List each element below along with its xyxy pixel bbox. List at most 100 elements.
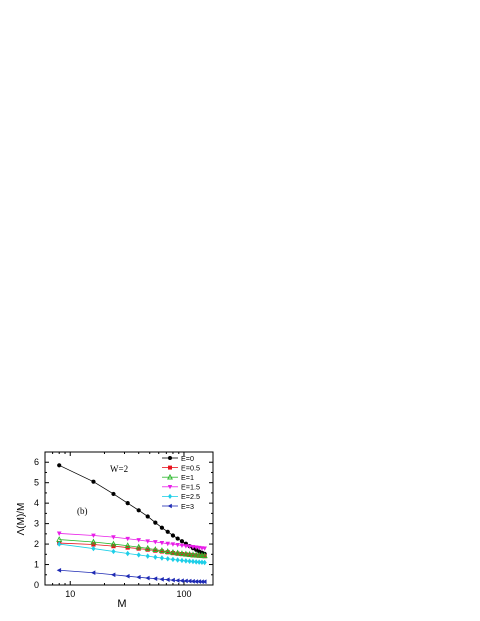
data-point xyxy=(183,578,188,584)
data-point xyxy=(193,579,199,584)
series-E=2.5 xyxy=(57,541,207,566)
series-E=0.5 xyxy=(57,540,207,559)
data-point xyxy=(179,552,185,557)
data-point xyxy=(110,540,117,547)
data-point xyxy=(153,554,158,560)
data-point xyxy=(165,541,171,547)
data-point xyxy=(175,557,180,563)
x-axis-label: M xyxy=(117,598,126,610)
data-point xyxy=(165,556,170,562)
legend-marker xyxy=(168,456,172,460)
data-point xyxy=(159,525,165,530)
data-point xyxy=(165,529,170,534)
legend-item: E=0 xyxy=(162,454,194,463)
data-point xyxy=(136,508,141,513)
data-point xyxy=(136,552,141,558)
legend-item: E=1.5 xyxy=(162,483,200,492)
data-point xyxy=(202,546,207,551)
y-tick-label: 3 xyxy=(34,519,39,529)
data-point xyxy=(170,550,176,556)
data-point xyxy=(125,501,130,506)
data-point xyxy=(199,559,205,566)
data-point xyxy=(199,553,205,559)
legend-marker xyxy=(167,503,172,509)
legend-item: E=0.5 xyxy=(162,463,200,472)
data-point xyxy=(202,554,207,559)
legend: E=0E=0.5E=1E=1.5E=2.5E=3 xyxy=(162,454,200,511)
data-point xyxy=(145,514,150,519)
panel-label: (b) xyxy=(77,506,88,516)
data-point xyxy=(159,576,164,582)
x-tick-label: 100 xyxy=(176,589,191,599)
data-point xyxy=(190,553,196,558)
data-point xyxy=(145,539,151,544)
y-tick-label: 1 xyxy=(34,560,39,570)
data-point xyxy=(91,542,96,547)
data-point xyxy=(165,577,170,582)
data-point xyxy=(111,535,116,540)
data-point xyxy=(190,558,196,565)
data-point xyxy=(90,570,96,576)
data-point xyxy=(187,558,192,564)
data-point xyxy=(175,551,180,556)
y-tick-label: 6 xyxy=(34,457,39,467)
data-point xyxy=(196,551,203,558)
data-point xyxy=(110,572,116,578)
data-point xyxy=(187,578,192,584)
data-point xyxy=(202,579,207,585)
y-tick-label: 5 xyxy=(34,478,39,488)
data-point xyxy=(153,540,158,545)
data-point xyxy=(183,544,189,549)
legend-label: E=0.5 xyxy=(181,463,200,472)
legend-marker xyxy=(168,493,172,499)
data-point xyxy=(159,555,165,561)
data-point xyxy=(183,552,189,557)
data-point xyxy=(153,520,158,525)
legend-label: E=0 xyxy=(181,454,194,463)
data-point xyxy=(125,550,130,557)
data-point xyxy=(136,546,141,551)
data-point xyxy=(170,577,175,583)
data-point xyxy=(56,536,63,542)
data-point xyxy=(145,553,150,559)
legend-marker xyxy=(167,485,173,490)
legend-label: E=3 xyxy=(181,502,194,511)
data-point xyxy=(194,553,199,558)
data-point xyxy=(111,548,116,555)
y-tick-label: 2 xyxy=(34,539,39,549)
data-point xyxy=(125,536,130,542)
data-point xyxy=(175,536,180,541)
data-point xyxy=(187,552,192,558)
data-point xyxy=(179,543,185,549)
legend-label: E=1.5 xyxy=(181,483,200,492)
data-point xyxy=(170,542,176,547)
data-point xyxy=(136,574,141,580)
data-point xyxy=(145,547,150,552)
data-point xyxy=(159,540,165,546)
data-point xyxy=(111,491,116,497)
data-point xyxy=(158,547,165,553)
data-point xyxy=(144,544,151,551)
series-E=1.5 xyxy=(56,531,207,551)
legend-label: E=2.5 xyxy=(181,492,200,501)
data-point xyxy=(187,544,192,550)
data-point xyxy=(91,545,96,552)
data-point xyxy=(189,551,197,558)
data-point xyxy=(165,550,170,555)
data-point xyxy=(56,531,62,536)
data-point xyxy=(190,579,195,584)
data-point xyxy=(178,550,186,557)
data-point xyxy=(170,556,176,563)
y-tick-label: 4 xyxy=(34,498,39,508)
data-point xyxy=(179,539,185,544)
legend-item: E=2.5 xyxy=(162,492,200,501)
data-point xyxy=(152,546,159,552)
data-point xyxy=(124,542,131,549)
data-point xyxy=(152,576,158,581)
series-line xyxy=(59,539,205,557)
data-point xyxy=(125,573,130,579)
data-point xyxy=(145,575,150,581)
data-point xyxy=(91,479,96,484)
x-tick-label: 10 xyxy=(65,589,75,599)
